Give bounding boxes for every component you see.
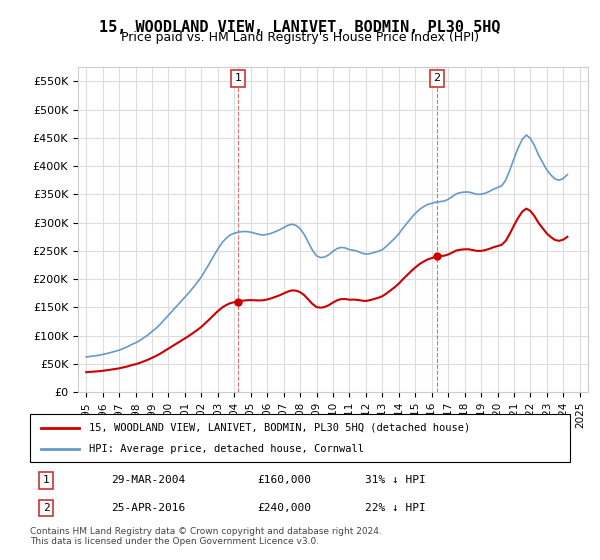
Text: 31% ↓ HPI: 31% ↓ HPI xyxy=(365,475,425,485)
Text: Contains HM Land Registry data © Crown copyright and database right 2024.
This d: Contains HM Land Registry data © Crown c… xyxy=(30,526,382,546)
Text: 2: 2 xyxy=(433,73,440,83)
Text: HPI: Average price, detached house, Cornwall: HPI: Average price, detached house, Corn… xyxy=(89,444,364,454)
Text: 25-APR-2016: 25-APR-2016 xyxy=(111,503,185,513)
Text: 1: 1 xyxy=(43,475,50,485)
Text: 22% ↓ HPI: 22% ↓ HPI xyxy=(365,503,425,513)
Text: £160,000: £160,000 xyxy=(257,475,311,485)
FancyBboxPatch shape xyxy=(30,414,570,462)
Text: 15, WOODLAND VIEW, LANIVET, BODMIN, PL30 5HQ (detached house): 15, WOODLAND VIEW, LANIVET, BODMIN, PL30… xyxy=(89,423,470,433)
Text: 29-MAR-2004: 29-MAR-2004 xyxy=(111,475,185,485)
Text: Price paid vs. HM Land Registry's House Price Index (HPI): Price paid vs. HM Land Registry's House … xyxy=(121,31,479,44)
Text: £240,000: £240,000 xyxy=(257,503,311,513)
Text: 2: 2 xyxy=(43,503,50,513)
Text: 15, WOODLAND VIEW, LANIVET, BODMIN, PL30 5HQ: 15, WOODLAND VIEW, LANIVET, BODMIN, PL30… xyxy=(99,20,501,35)
Text: 1: 1 xyxy=(235,73,242,83)
